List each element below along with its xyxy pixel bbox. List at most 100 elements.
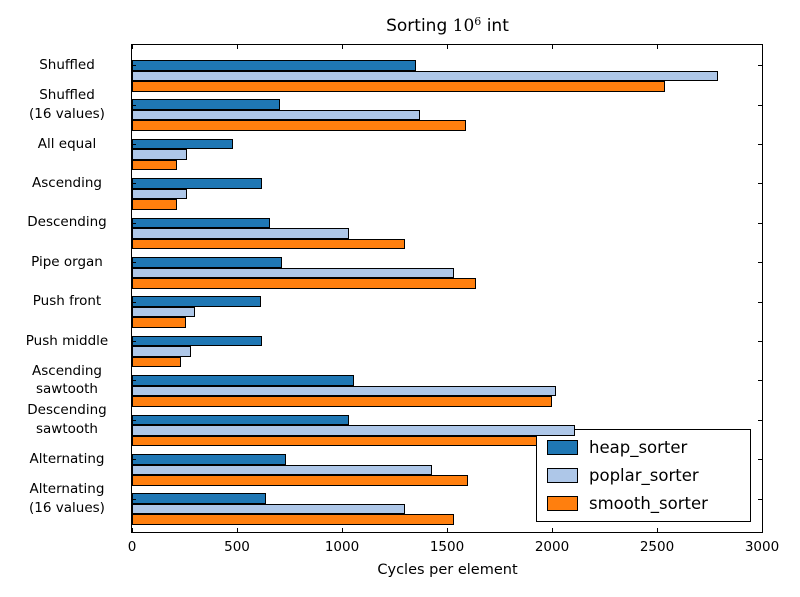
bar-poplar_sorter bbox=[132, 464, 433, 475]
legend-swatch-poplar_sorter bbox=[547, 467, 578, 483]
bar-heap_sorter bbox=[132, 375, 354, 386]
y-tick-mark bbox=[132, 459, 136, 461]
x-tick-mark bbox=[237, 528, 238, 532]
x-tick-mark bbox=[132, 45, 133, 49]
y-tick-mark bbox=[758, 498, 762, 500]
y-tick-mark bbox=[132, 262, 136, 264]
bar-heap_sorter bbox=[132, 99, 281, 110]
y-tick-mark bbox=[758, 222, 762, 224]
bar-smooth_sorter bbox=[132, 199, 178, 210]
x-tick-label: 2000 bbox=[534, 539, 570, 555]
x-axis-title: Cycles per element bbox=[377, 562, 518, 578]
legend-item-heap_sorter: heap_sorter bbox=[537, 438, 750, 457]
bar-poplar_sorter bbox=[132, 306, 195, 318]
bar-heap_sorter bbox=[132, 217, 270, 229]
bar-heap_sorter bbox=[132, 296, 262, 307]
bar-heap_sorter bbox=[132, 454, 287, 465]
bar-smooth_sorter bbox=[132, 120, 466, 131]
bar-heap_sorter bbox=[132, 60, 416, 71]
y-tick-mark bbox=[758, 341, 762, 343]
y-tick-mark bbox=[132, 65, 136, 67]
x-tick-mark bbox=[342, 528, 343, 532]
bar-poplar_sorter bbox=[132, 228, 350, 239]
category-label: Alternating bbox=[29, 450, 105, 467]
x-tick-mark bbox=[342, 45, 343, 49]
bar-group bbox=[132, 375, 762, 407]
bar-group bbox=[132, 178, 762, 210]
y-tick-mark bbox=[758, 183, 762, 185]
bar-smooth_sorter bbox=[132, 238, 405, 250]
x-tick-mark bbox=[552, 45, 553, 49]
chart-title-text: Sorting bbox=[386, 16, 453, 36]
y-tick-mark bbox=[758, 459, 762, 461]
bar-smooth_sorter bbox=[132, 356, 182, 368]
bar-poplar_sorter bbox=[132, 149, 187, 160]
category-label: Alternating (16 values) bbox=[29, 480, 105, 516]
x-tick-label: 1000 bbox=[324, 539, 360, 555]
bar-heap_sorter bbox=[132, 178, 263, 189]
bar-group bbox=[132, 493, 762, 525]
y-tick-mark bbox=[758, 419, 762, 421]
category-label: Descending sawtooth bbox=[27, 401, 107, 437]
plot-area: heap_sorter poplar_sorter smooth_sorter bbox=[131, 44, 763, 533]
bar-heap_sorter bbox=[132, 335, 263, 347]
y-tick-mark bbox=[132, 144, 136, 146]
chart-title-exponent: 6 bbox=[474, 15, 482, 28]
x-tick-label: 1500 bbox=[429, 539, 465, 555]
y-tick-mark bbox=[132, 183, 136, 185]
bar-smooth_sorter bbox=[132, 81, 666, 92]
y-tick-mark bbox=[132, 498, 136, 500]
chart-title: Sorting 106 int bbox=[131, 15, 764, 36]
bar-poplar_sorter bbox=[132, 385, 557, 397]
chart-title-mantissa: 10 bbox=[452, 16, 475, 36]
bar-poplar_sorter bbox=[132, 188, 187, 200]
bar-poplar_sorter bbox=[132, 346, 191, 357]
x-tick-mark bbox=[237, 45, 238, 49]
bar-group bbox=[132, 335, 762, 368]
bar-poplar_sorter bbox=[132, 267, 455, 278]
category-label: Shuffled bbox=[39, 56, 95, 73]
bar-smooth_sorter bbox=[132, 278, 477, 289]
y-tick-mark bbox=[758, 144, 762, 146]
y-tick-mark bbox=[132, 380, 136, 382]
bar-group bbox=[132, 60, 762, 92]
bar-group bbox=[132, 217, 762, 250]
y-tick-mark bbox=[758, 104, 762, 106]
category-label: Ascending bbox=[32, 174, 102, 191]
legend-label: poplar_sorter bbox=[589, 465, 699, 485]
bar-group bbox=[132, 296, 762, 328]
legend: heap_sorter poplar_sorter smooth_sorter bbox=[536, 429, 751, 522]
category-label: All equal bbox=[37, 135, 97, 152]
x-tick-mark bbox=[447, 45, 448, 49]
legend-swatch-smooth_sorter bbox=[547, 496, 578, 512]
y-tick-mark bbox=[132, 419, 136, 421]
bar-smooth_sorter bbox=[132, 396, 552, 407]
bar-smooth_sorter bbox=[132, 514, 455, 525]
category-label: Descending bbox=[27, 214, 107, 231]
bar-smooth_sorter bbox=[132, 159, 178, 171]
bar-smooth_sorter bbox=[132, 317, 186, 328]
y-tick-mark bbox=[132, 341, 136, 343]
x-tick-mark bbox=[762, 45, 763, 49]
x-tick-mark bbox=[447, 528, 448, 532]
bar-group bbox=[132, 138, 762, 171]
category-label: Push middle bbox=[25, 332, 109, 349]
legend-label: smooth_sorter bbox=[589, 494, 708, 514]
category-label: Pipe organ bbox=[31, 253, 103, 270]
legend-swatch-heap_sorter bbox=[547, 439, 578, 455]
x-tick-mark bbox=[552, 528, 553, 532]
bar-heap_sorter bbox=[132, 414, 350, 426]
bar-group bbox=[132, 454, 762, 486]
legend-item-poplar_sorter: poplar_sorter bbox=[537, 466, 750, 485]
legend-item-smooth_sorter: smooth_sorter bbox=[537, 494, 750, 513]
chart-title-unit: int bbox=[481, 16, 509, 36]
y-tick-mark bbox=[758, 380, 762, 382]
category-label: Shuffled (16 values) bbox=[29, 86, 105, 122]
category-label: Ascending sawtooth bbox=[32, 362, 102, 398]
x-tick-mark bbox=[762, 528, 763, 532]
y-tick-mark bbox=[758, 262, 762, 264]
bar-smooth_sorter bbox=[132, 435, 563, 447]
bar-heap_sorter bbox=[132, 493, 267, 504]
bar-poplar_sorter bbox=[132, 70, 718, 81]
